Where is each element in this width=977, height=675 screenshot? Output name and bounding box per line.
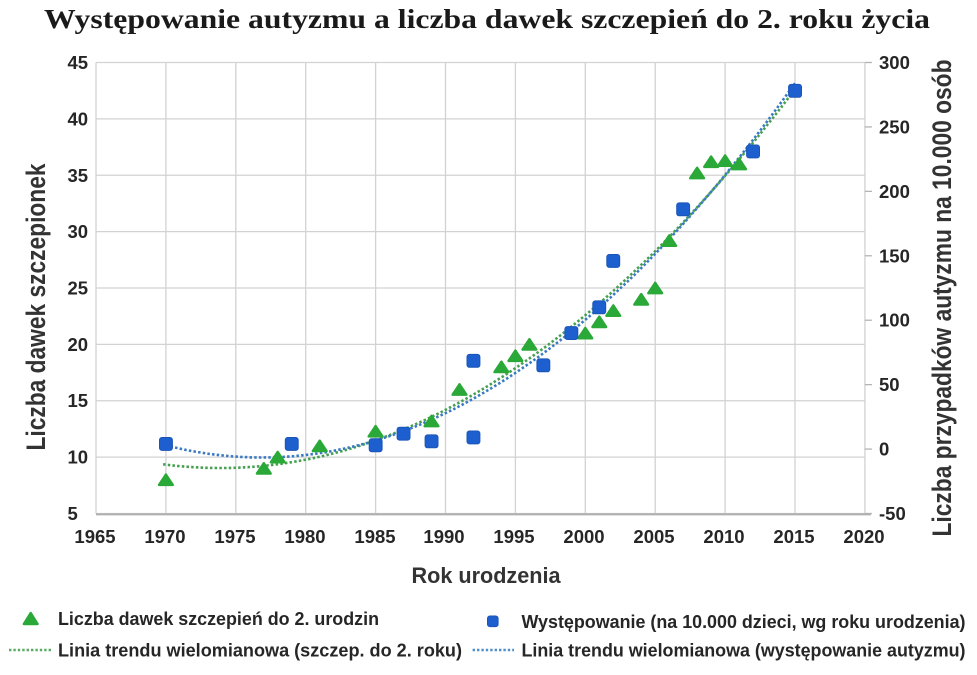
svg-text:200: 200 [879, 181, 910, 202]
svg-text:-50: -50 [879, 503, 906, 524]
svg-text:30: 30 [68, 221, 89, 242]
svg-text:Liczba przypadków autyzmu na 1: Liczba przypadków autyzmu na 10.000 osób [927, 60, 957, 537]
svg-text:250: 250 [879, 116, 910, 137]
svg-text:150: 150 [879, 245, 910, 266]
svg-text:35: 35 [68, 165, 89, 186]
svg-text:0: 0 [879, 439, 889, 460]
svg-text:2000: 2000 [563, 526, 604, 547]
svg-text:Linia trendu wielomianowa (wys: Linia trendu wielomianowa (występowanie … [522, 641, 966, 661]
svg-text:1980: 1980 [284, 526, 325, 547]
svg-text:10: 10 [68, 447, 89, 468]
svg-text:300: 300 [879, 52, 910, 73]
svg-text:50: 50 [879, 374, 900, 395]
svg-text:2010: 2010 [703, 526, 744, 547]
svg-text:100: 100 [879, 310, 910, 331]
svg-text:5: 5 [68, 503, 78, 524]
svg-text:1975: 1975 [214, 526, 255, 547]
svg-text:2015: 2015 [773, 526, 814, 547]
svg-text:20: 20 [68, 334, 89, 355]
svg-text:25: 25 [68, 278, 89, 299]
svg-text:Liczba dawek szczepionek: Liczba dawek szczepionek [21, 163, 51, 451]
svg-text:1970: 1970 [144, 526, 185, 547]
svg-text:1965: 1965 [74, 526, 115, 547]
svg-text:Linia trendu wielomianowa (szc: Linia trendu wielomianowa (szczep. do 2.… [58, 641, 462, 661]
svg-text:15: 15 [68, 390, 89, 411]
svg-text:2005: 2005 [633, 526, 674, 547]
svg-text:45: 45 [68, 52, 89, 73]
svg-text:1990: 1990 [423, 526, 464, 547]
svg-text:Występowanie (na 10.000 dzieci: Występowanie (na 10.000 dzieci, wg roku … [522, 612, 966, 632]
svg-text:2020: 2020 [843, 526, 884, 547]
svg-text:Występowanie autyzmu a liczba: Występowanie autyzmu a liczba dawek szcz… [44, 4, 931, 34]
svg-text:1985: 1985 [354, 526, 395, 547]
svg-text:40: 40 [68, 108, 89, 129]
svg-text:Liczba dawek szczepień do 2. u: Liczba dawek szczepień do 2. urodzin [58, 609, 379, 629]
svg-text:Rok urodzenia: Rok urodzenia [412, 563, 562, 588]
svg-text:1995: 1995 [493, 526, 534, 547]
